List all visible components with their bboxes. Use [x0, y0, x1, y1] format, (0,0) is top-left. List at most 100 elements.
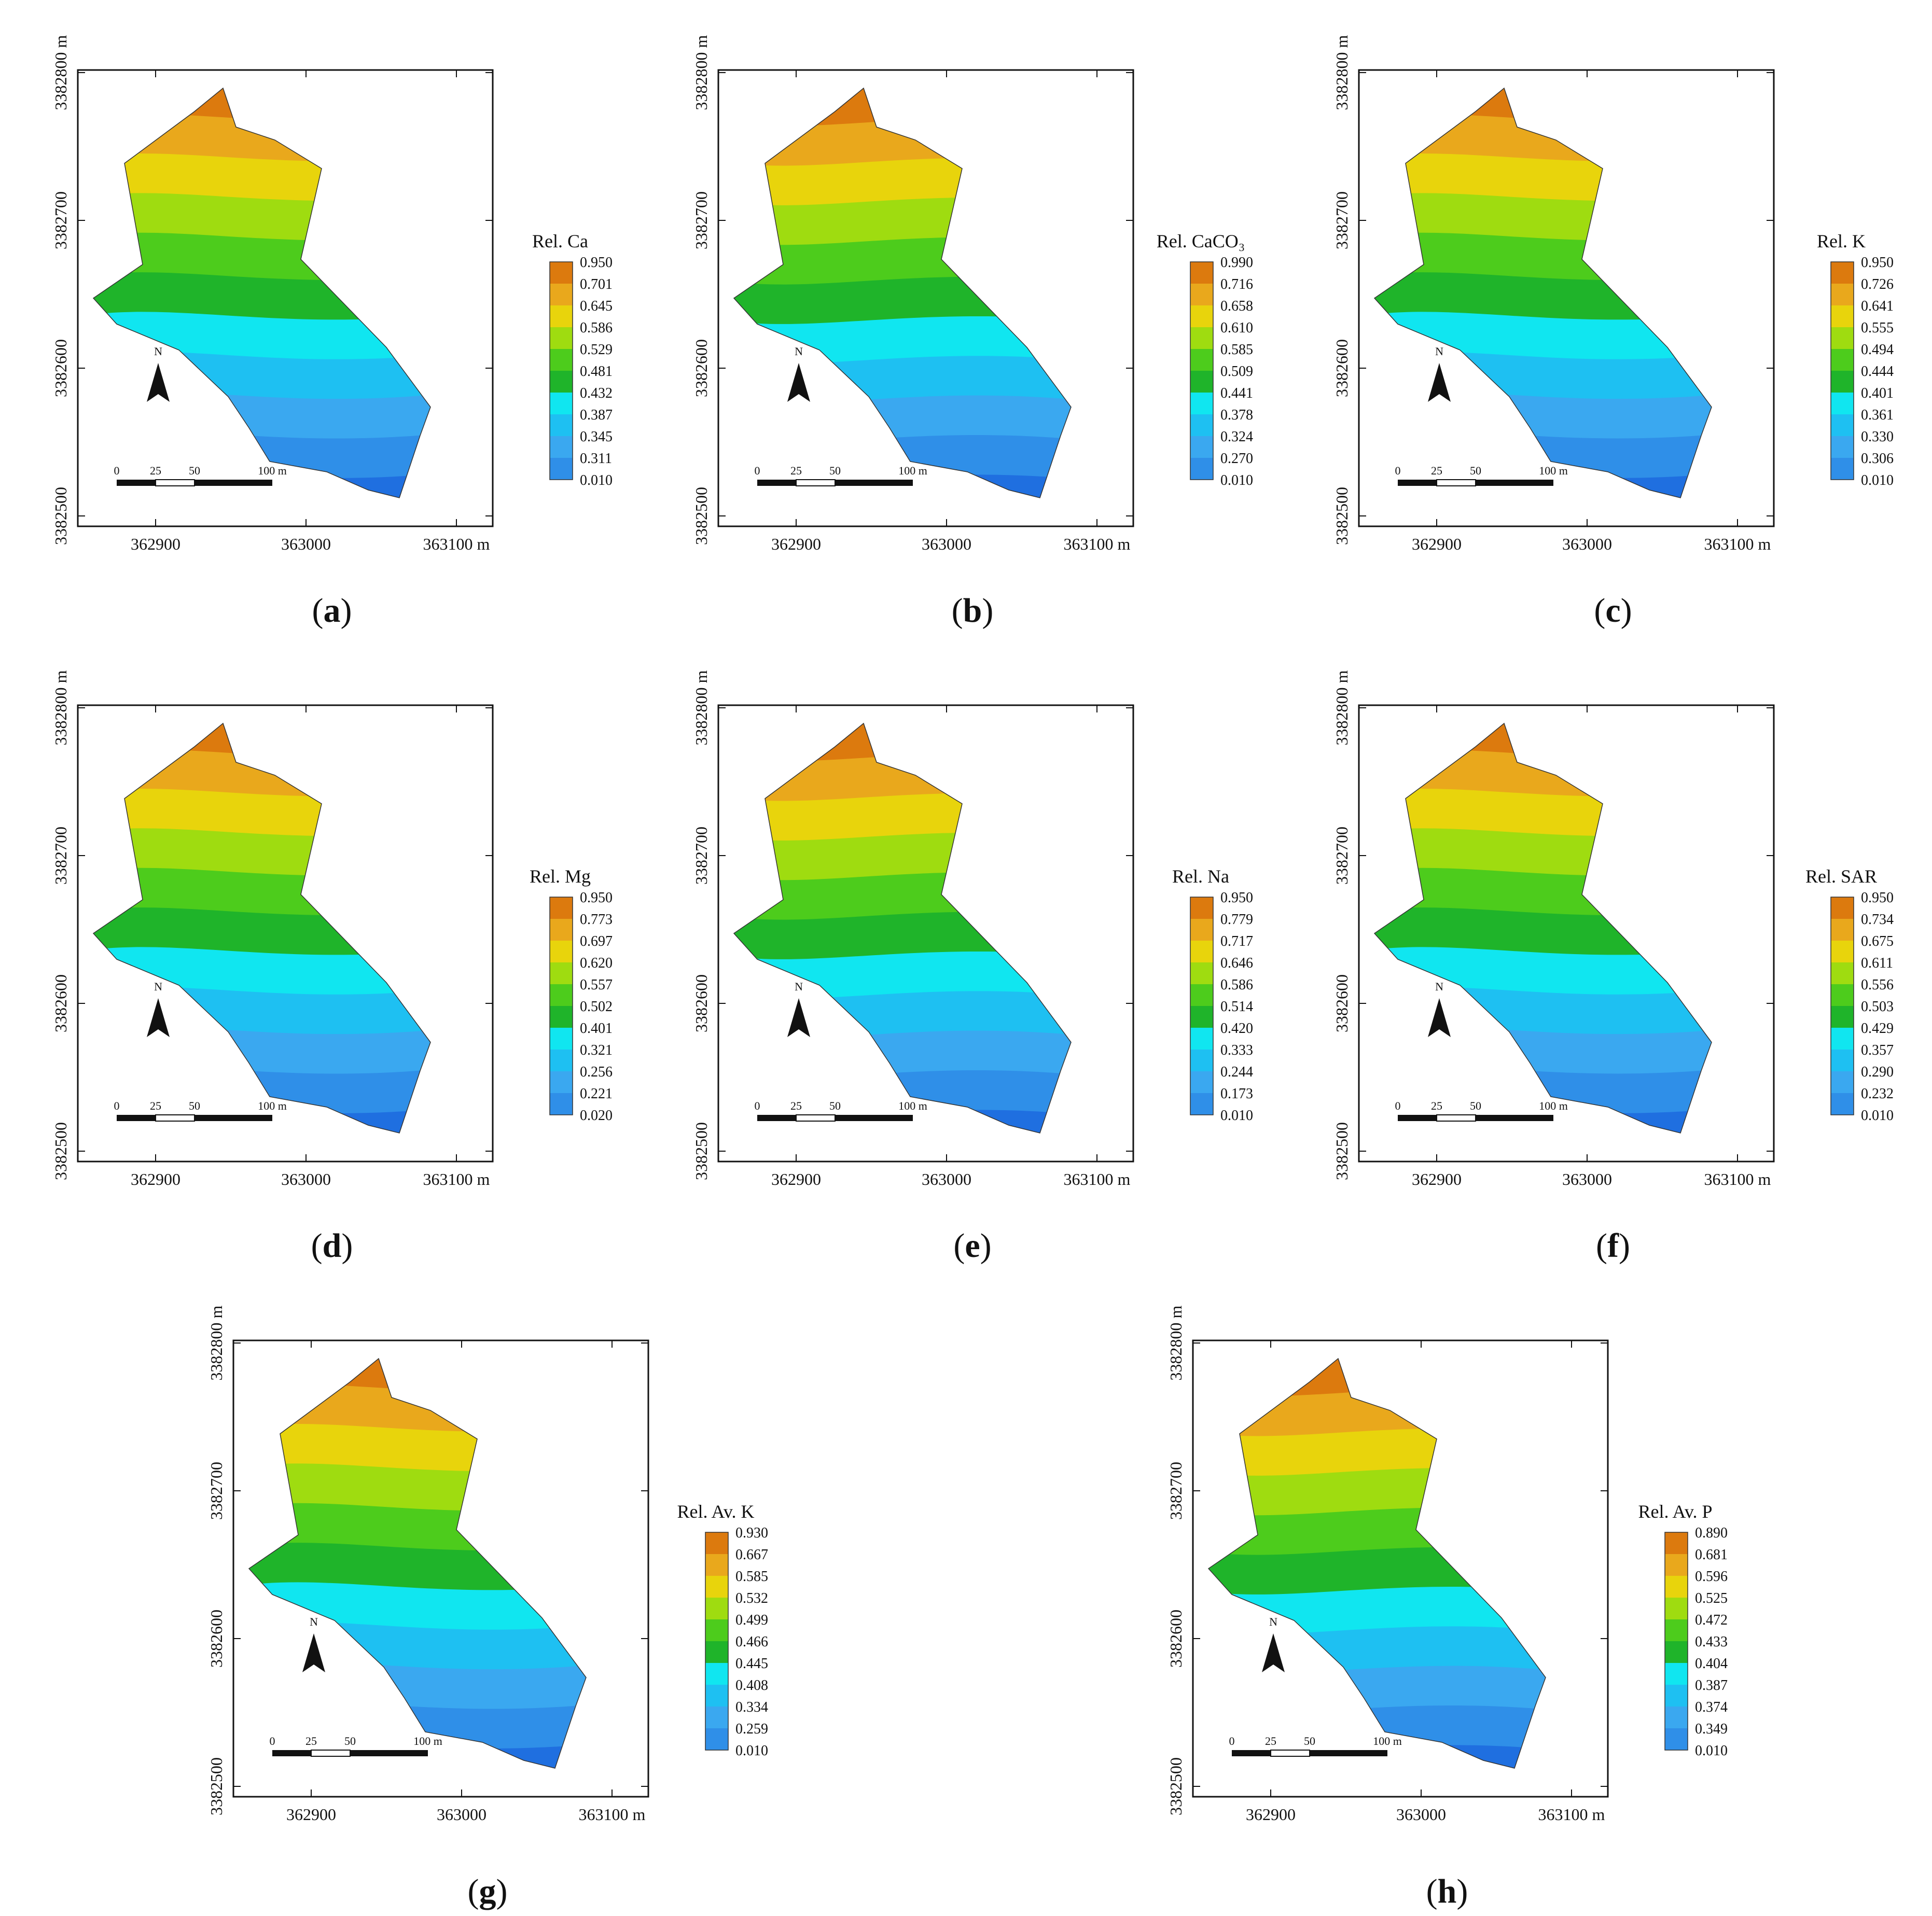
x-tick-label: 363000	[1562, 1170, 1612, 1188]
legend-value: 0.010	[1695, 1743, 1728, 1759]
legend-swatch	[1665, 1728, 1688, 1750]
y-tick-label: 3382500	[51, 487, 70, 545]
legend-swatch	[1190, 371, 1213, 393]
legend-swatch	[550, 393, 573, 414]
study-area-outline	[248, 1358, 587, 1769]
legend-swatch	[1665, 1619, 1688, 1641]
north-arrow-icon: N	[787, 980, 810, 1037]
scale-label: 25	[150, 464, 161, 477]
north-label: N	[795, 980, 803, 993]
legend-value: 0.349	[1695, 1721, 1728, 1737]
x-tick-label: 362900	[1412, 1170, 1462, 1188]
legend-swatch	[1831, 349, 1854, 371]
y-tick-label: 3382500	[207, 1757, 226, 1815]
legend-value: 0.717	[1220, 933, 1253, 949]
north-label: N	[795, 345, 803, 358]
legend-value: 0.930	[735, 1525, 768, 1541]
legend-title: Rel. SAR	[1805, 866, 1877, 887]
legend-value: 0.345	[580, 429, 613, 445]
scale-label: 25	[790, 1099, 802, 1112]
panel-caption-letter: g	[479, 1872, 496, 1910]
scale-label: 25	[790, 464, 802, 477]
legend-value: 0.357	[1861, 1042, 1894, 1058]
map-figure: 362900 363000 363100 m 3382500 3382600 338270…	[692, 670, 1253, 1188]
legend-value: 0.646	[1220, 955, 1253, 971]
legend-swatch	[1831, 458, 1854, 480]
scale-label: 50	[344, 1735, 356, 1747]
legend-swatch	[705, 1707, 728, 1728]
contour-band	[734, 88, 1071, 132]
legend-value: 0.950	[1861, 255, 1894, 271]
legend-value: 0.481	[580, 363, 613, 380]
legend-value: 0.697	[580, 933, 613, 949]
legend-title: Rel. Ca	[532, 231, 588, 251]
map-frame	[1358, 69, 1775, 527]
legend-value: 0.445	[735, 1656, 768, 1672]
scale-label: 50	[1470, 464, 1481, 477]
scale-bar: 0 25 50 100 m	[1229, 1735, 1402, 1757]
x-tick-label: 362900	[1246, 1805, 1296, 1824]
y-tick-label: 3382600	[51, 974, 70, 1032]
panel-caption: (c)	[1594, 592, 1632, 630]
legend-swatch	[1665, 1576, 1688, 1598]
panel-caption: (b)	[951, 592, 994, 630]
legend-value: 0.232	[1861, 1086, 1894, 1102]
y-tick-label: 3382500	[1332, 487, 1351, 545]
x-tick-label: 363100 m	[1704, 1170, 1771, 1188]
legend-value: 0.610	[1220, 320, 1253, 336]
study-area-outline	[1373, 722, 1712, 1134]
x-tick-label: 362900	[131, 1170, 180, 1188]
scale-bar: 0 25 50 100 m	[1395, 1099, 1568, 1122]
panel-caption-letter: e	[965, 1227, 980, 1265]
legend-value: 0.529	[580, 342, 613, 358]
legend-value: 0.990	[1220, 255, 1253, 271]
legend-value: 0.890	[1695, 1525, 1728, 1541]
legend-swatch	[1190, 414, 1213, 436]
legend-value: 0.378	[1220, 407, 1253, 423]
map-figure: 362900 363000 363100 m 3382500 3382600 338270…	[1332, 670, 1894, 1188]
map-frame	[232, 1339, 649, 1798]
scale-bar: 0 25 50 100 m	[114, 1099, 287, 1122]
legend-swatch	[550, 984, 573, 1006]
legend-swatch	[1190, 1071, 1213, 1093]
scale-bar: 0 25 50 100 m	[755, 464, 927, 486]
scale-label: 100 m	[1539, 1099, 1568, 1112]
scale-label: 50	[1470, 1099, 1481, 1112]
legend-swatch	[550, 414, 573, 436]
legend-swatch	[1831, 1028, 1854, 1050]
x-tick-label: 363100 m	[423, 535, 490, 553]
panel-caption: (a)	[312, 592, 352, 630]
contour-band	[93, 745, 430, 798]
legend-swatch	[1665, 1598, 1688, 1619]
legend-swatch	[1831, 305, 1854, 327]
legend-swatch	[705, 1728, 728, 1750]
panel-caption: (e)	[953, 1227, 992, 1265]
x-tick-label: 363100 m	[1064, 535, 1131, 553]
north-arrow-icon: N	[1428, 345, 1451, 402]
contour-band	[1374, 745, 1712, 798]
legend-value: 0.716	[1220, 276, 1253, 292]
legend-title: Rel. Av. K	[677, 1501, 755, 1522]
x-tick-label: 363100 m	[579, 1805, 646, 1824]
x-tick-label: 363000	[281, 1170, 331, 1188]
legend-value: 0.429	[1861, 1020, 1894, 1037]
legend-value: 0.586	[1220, 977, 1253, 993]
legend-swatch	[705, 1641, 728, 1663]
legend-swatch	[705, 1619, 728, 1641]
scale-label: 50	[1304, 1735, 1315, 1747]
x-tick-label: 363000	[922, 535, 971, 553]
interpolated-surface	[93, 723, 430, 1133]
legend-swatch	[1190, 327, 1213, 349]
legend-swatch	[1665, 1707, 1688, 1728]
map-panel-g: 362900 363000 363100 m 3382500 3382600 338270…	[156, 1270, 799, 1893]
north-label: N	[1269, 1615, 1277, 1628]
legend-value: 0.433	[1695, 1634, 1728, 1650]
y-tick-label: 3382600	[692, 339, 711, 397]
legend-value: 0.950	[580, 255, 613, 271]
scale-bar: 0 25 50 100 m	[114, 464, 287, 486]
legend-swatch	[550, 1028, 573, 1050]
legend-swatch	[1831, 1006, 1854, 1028]
legend-value: 0.726	[1861, 276, 1894, 292]
legend-swatch	[1831, 327, 1854, 349]
legend: Rel. K 0.950 0.726 0.641 0.555 0.494 0.444 0.40…	[1817, 231, 1894, 488]
